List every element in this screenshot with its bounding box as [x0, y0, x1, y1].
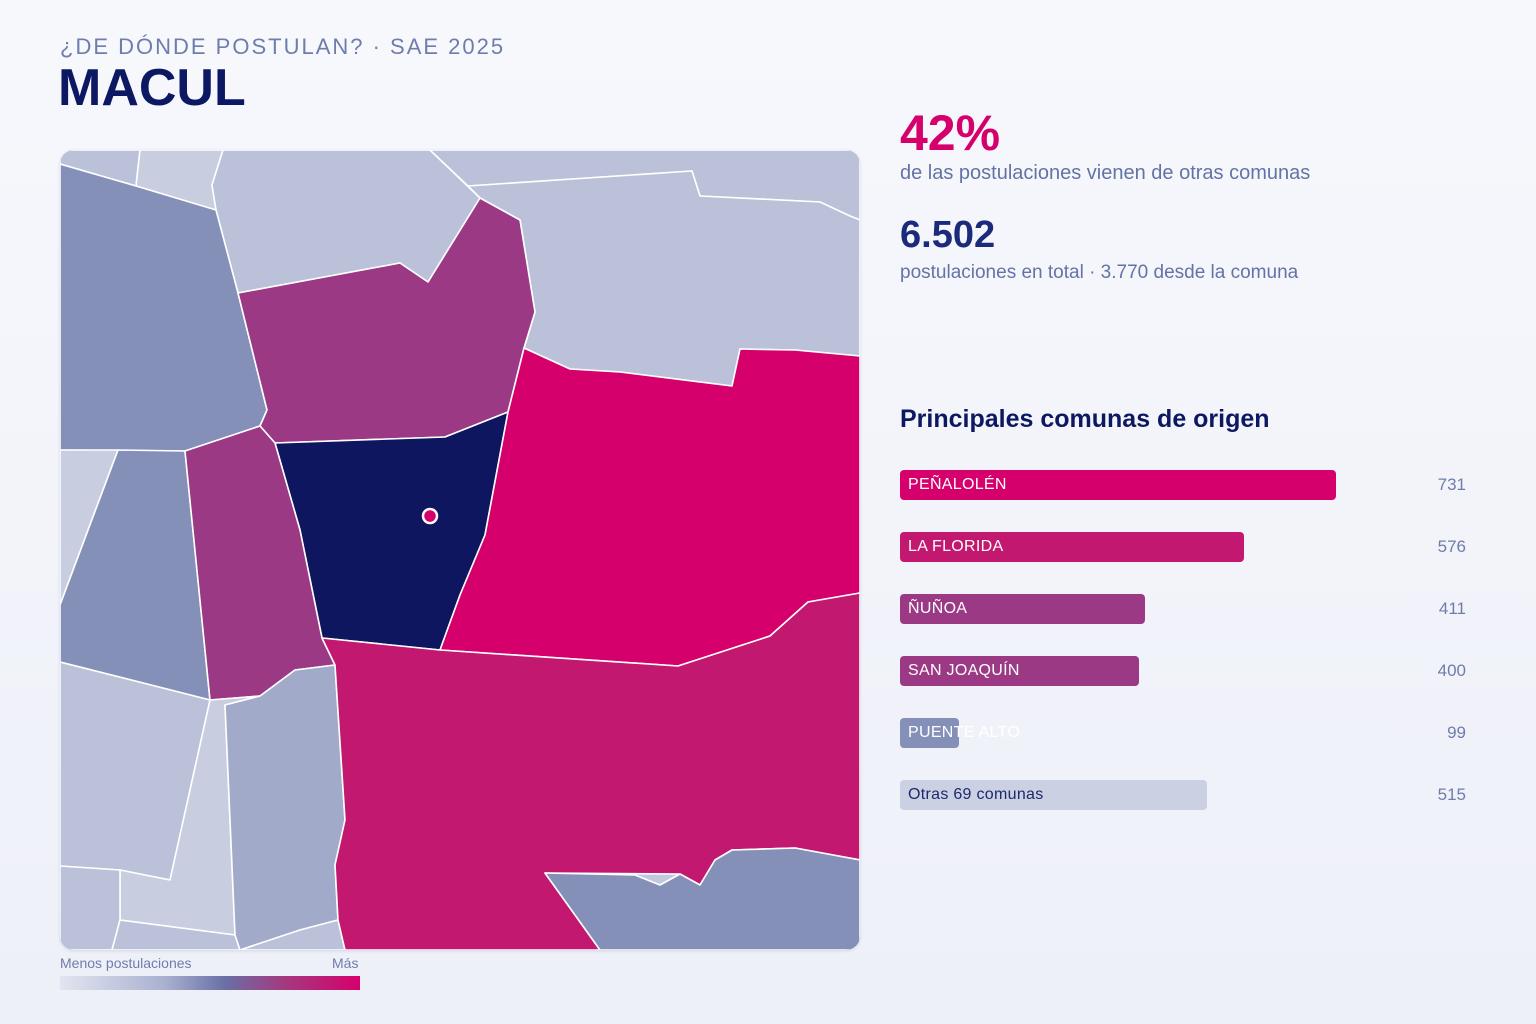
origin-bar — [900, 656, 1139, 686]
origin-label: Otras 69 comunas — [908, 786, 1044, 803]
origin-bar — [900, 718, 959, 748]
origin-bar — [900, 780, 1207, 810]
origin-bar — [900, 594, 1145, 624]
origin-label: PEÑALOLÉN — [908, 476, 1007, 493]
external-share-caption: de las postulaciones vienen de otras com… — [900, 162, 1311, 184]
origin-row: SAN JOAQUÍN 400 — [900, 656, 1470, 686]
origin-value: 99 — [1447, 723, 1466, 742]
origin-value: 515 — [1437, 785, 1466, 804]
commune-title: MACUL — [58, 59, 246, 117]
total-applications-caption: postulaciones en total · 3.770 desde la … — [900, 262, 1299, 283]
origin-bar — [900, 470, 1336, 500]
origins-title: Principales comunas de origen — [900, 405, 1270, 433]
external-share-value: 42% — [900, 105, 1001, 161]
choropleth-map — [60, 150, 860, 950]
region-south-west-3 — [60, 865, 121, 950]
origin-row: ÑUÑOA 411 — [900, 594, 1470, 624]
origin-label: SAN JOAQUÍN — [908, 662, 1020, 679]
origin-row: PEÑALOLÉN 731 — [900, 470, 1470, 500]
origin-label: ÑUÑOA — [908, 600, 968, 617]
legend-gradient — [60, 976, 360, 990]
legend-max-label: Más — [332, 955, 359, 971]
legend-min-label: Menos postulaciones — [60, 955, 192, 971]
total-applications-value: 6.502 — [900, 214, 996, 256]
origin-label: PUENTE ALTO — [908, 724, 1021, 741]
origin-row: PUENTE ALTO 99 — [900, 718, 1470, 748]
origin-value: 576 — [1437, 537, 1466, 556]
origin-value: 731 — [1437, 475, 1466, 494]
region-la-granja — [224, 664, 346, 950]
commune-marker — [421, 507, 439, 525]
origin-value: 400 — [1437, 661, 1466, 680]
origin-row: LA FLORIDA 576 — [900, 532, 1470, 562]
origins-bar-list: PEÑALOLÉN 731 LA FLORIDA 576 ÑUÑOA 411 SAN JOA… — [900, 470, 1470, 842]
map-kicker: ¿DE DÓNDE POSTULAN? · SAE 2025 — [60, 34, 506, 59]
region-puente-alto — [544, 847, 860, 950]
origin-value: 411 — [1438, 599, 1466, 618]
origin-bar — [900, 532, 1244, 562]
origin-label: LA FLORIDA — [908, 538, 1004, 555]
origin-row: Otras 69 comunas 515 — [900, 780, 1470, 810]
region-south-west-4 — [111, 919, 241, 950]
